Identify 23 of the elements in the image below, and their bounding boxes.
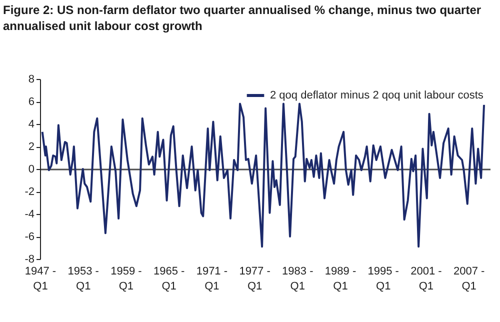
x-tick-label: 1959 - Q1 — [110, 266, 142, 292]
chart-title: Figure 2: US non-farm deflator two quarter annualised % change, minus two quarter annualised unit labour cost growth — [3, 3, 482, 33]
x-tick-label: 1977 - Q1 — [239, 266, 271, 292]
y-tick-label: -8 — [24, 254, 34, 266]
x-tick-label: 1983 - Q1 — [282, 266, 314, 292]
y-tick-label: -2 — [24, 186, 34, 198]
line-series — [41, 102, 486, 248]
legend-label: 2 qoq deflator minus 2 qoq unit labour costs — [270, 90, 484, 102]
y-tick-label: -6 — [24, 231, 34, 243]
x-tick-label: 2001 - Q1 — [410, 266, 442, 292]
y-tick-label: 8 — [28, 74, 34, 86]
y-tick-label: 4 — [28, 118, 34, 130]
y-tick-label: -4 — [24, 208, 34, 220]
x-tick-label: 2007 - Q1 — [453, 266, 485, 292]
x-tick-label: 1953 - Q1 — [68, 266, 100, 292]
y-tick-label: 0 — [28, 164, 34, 176]
x-tick-label: 1995 - Q1 — [368, 266, 400, 292]
x-tick-label: 1947 - Q1 — [24, 266, 56, 292]
x-tick-label: 1965 - Q1 — [153, 266, 186, 292]
x-tick-label: 1971 - Q1 — [196, 266, 228, 292]
y-tick-label: 6 — [28, 96, 34, 108]
x-tick-label: 1989 - Q1 — [324, 266, 356, 292]
y-tick-label: 2 — [28, 141, 34, 153]
